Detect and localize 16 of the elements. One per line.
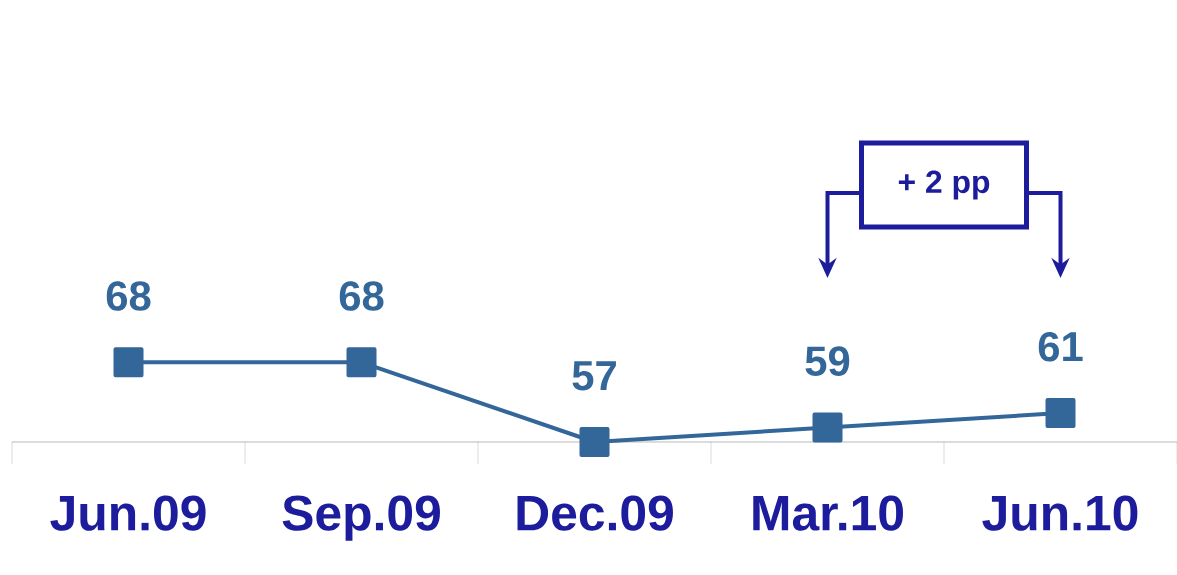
data-label: 68 <box>106 281 151 311</box>
point <box>346 347 377 378</box>
x-tick-label: Jun.10 <box>982 495 1138 531</box>
point <box>812 412 843 443</box>
x-tick-label: Sep.09 <box>282 495 440 541</box>
point <box>1045 398 1076 429</box>
x-tick-label: Mar.10 <box>753 495 903 531</box>
x-tick-label: Dec.09 <box>517 495 673 531</box>
point <box>113 347 144 378</box>
point <box>579 426 610 457</box>
text: + 2 pp <box>898 170 990 200</box>
data-label: 61 <box>1038 331 1083 362</box>
x-tick-label: Jun.09 <box>50 495 206 531</box>
data-label: 57 <box>572 361 616 391</box>
data-label: 59 <box>805 346 850 376</box>
data-label: 68 <box>339 281 384 311</box>
